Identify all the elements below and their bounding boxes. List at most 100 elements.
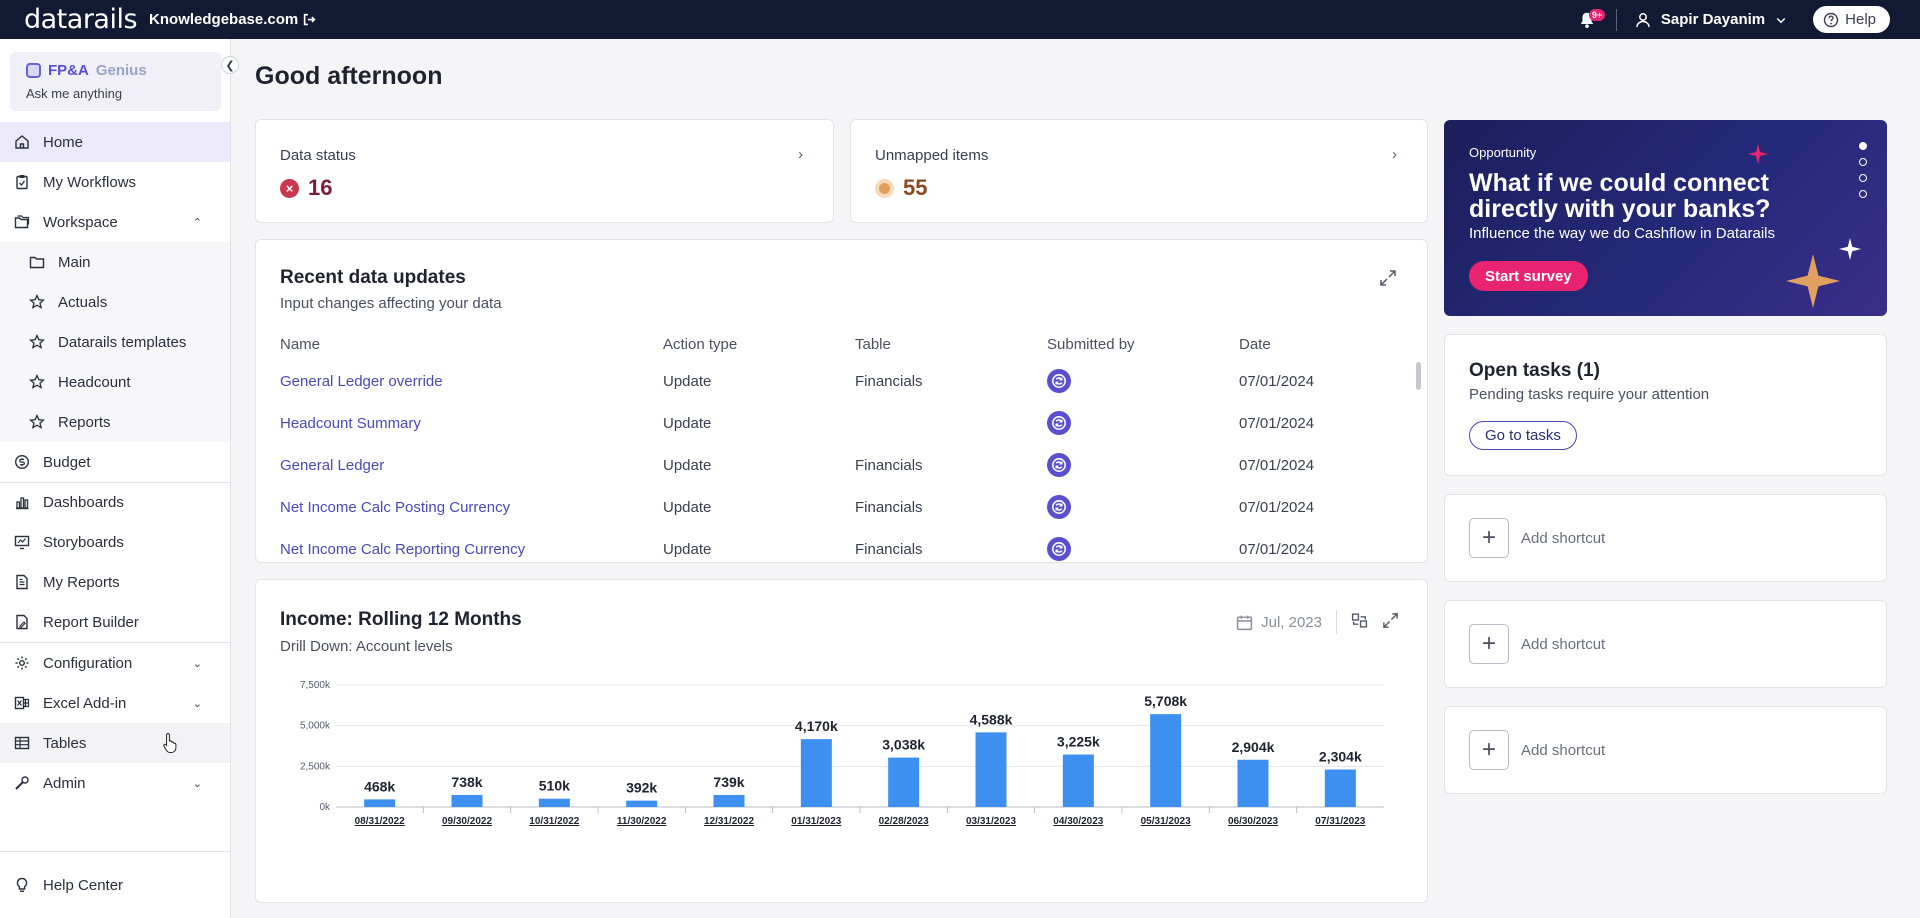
notifications-button[interactable]: 9+: [1578, 8, 1606, 31]
recent-updates-title: Recent data updates: [280, 267, 466, 288]
data-label: 5,708k: [1144, 693, 1187, 709]
sidebar-item-budget[interactable]: Budget: [0, 442, 230, 482]
column-header[interactable]: Action type: [663, 335, 738, 353]
promo-headline: What if we could connect directly with y…: [1469, 169, 1771, 223]
open-tasks-subtitle: Pending tasks require your attention: [1469, 386, 1710, 403]
table-row[interactable]: General Ledger Update Financials 07/01/2024: [280, 444, 1389, 486]
sidebar-item-label: Datarails templates: [58, 333, 187, 351]
sidebar-item-reports[interactable]: Reports: [0, 402, 230, 442]
data-status-card[interactable]: Data status × 16 ›: [255, 119, 834, 223]
carousel-dot[interactable]: [1859, 174, 1867, 182]
add-shortcut-card[interactable]: + Add shortcut: [1444, 494, 1887, 582]
sidebar-item-label: Storyboards: [43, 533, 124, 551]
submitted-by-cell: [1047, 528, 1239, 562]
date-filter[interactable]: Jul, 2023: [1236, 614, 1322, 631]
sidebar-item-admin[interactable]: Admin ⌄: [0, 763, 230, 803]
unmapped-items-card[interactable]: Unmapped items 55 ›: [850, 119, 1428, 223]
x-tick-label: 10/31/2022: [529, 816, 579, 827]
submitted-by-cell: [1047, 360, 1239, 402]
carousel-dot[interactable]: [1859, 190, 1867, 198]
table-row[interactable]: General Ledger override Update Financials 0…: [280, 360, 1389, 402]
chevron-down-icon: [1776, 17, 1786, 23]
sidebar-item-label: Home: [43, 133, 84, 151]
carousel-dot[interactable]: [1859, 158, 1867, 166]
sidebar-item-home[interactable]: Home: [0, 122, 230, 162]
sidebar-item-workspace[interactable]: Workspace ⌃: [0, 202, 230, 242]
divider: [0, 482, 230, 483]
expand-button[interactable]: [1382, 612, 1399, 633]
add-shortcut-card[interactable]: + Add shortcut: [1444, 706, 1887, 794]
table-icon: [13, 734, 31, 752]
sidebar-item-label: Budget: [43, 453, 91, 471]
table-row[interactable]: Net Income Calc Posting Currency Update Fi…: [280, 486, 1389, 528]
carousel-dot[interactable]: [1859, 142, 1867, 150]
sync-icon: [1052, 542, 1066, 556]
table-row[interactable]: Net Income Calc Reporting Currency Update…: [280, 528, 1389, 562]
swap-view-button[interactable]: [1351, 612, 1368, 633]
sidebar-item-label: Report Builder: [43, 613, 139, 631]
sync-icon: [1052, 458, 1066, 472]
sidebar-item-my-workflows[interactable]: My Workflows: [0, 162, 230, 202]
system-user-avatar[interactable]: [1047, 369, 1071, 393]
user-menu[interactable]: Sapir Dayanim: [1635, 11, 1787, 28]
update-name-link[interactable]: Net Income Calc Posting Currency: [280, 498, 511, 516]
table-row[interactable]: Headcount Summary Update 07/01/2024: [280, 402, 1389, 444]
table-cell: [855, 402, 1047, 444]
bar: [975, 732, 1007, 807]
scrollbar[interactable]: [1416, 362, 1421, 390]
system-user-avatar[interactable]: [1047, 411, 1071, 435]
fpa-genius-box[interactable]: FP&A Genius Ask me anything: [10, 52, 221, 111]
expand-button[interactable]: [1379, 269, 1397, 287]
sparkle-icon: [1839, 238, 1861, 260]
sidebar-item-storyboards[interactable]: Storyboards: [0, 522, 230, 562]
sidebar-item-label: My Reports: [43, 573, 120, 591]
add-shortcut-label: Add shortcut: [1521, 529, 1606, 547]
add-shortcut-label: Add shortcut: [1521, 635, 1606, 653]
go-to-tasks-button[interactable]: Go to tasks: [1469, 421, 1577, 450]
sidebar-item-excel-add-in[interactable]: Excel Add-in ⌄: [0, 683, 230, 723]
help-label: Help: [1845, 11, 1876, 28]
expand-icon: [1380, 270, 1396, 286]
column-header[interactable]: Date: [1239, 335, 1271, 353]
datarails-logo[interactable]: datarails: [24, 4, 138, 35]
column-header[interactable]: Table: [855, 335, 891, 353]
system-user-avatar[interactable]: [1047, 453, 1071, 477]
sidebar-item-tables[interactable]: Tables: [0, 723, 230, 763]
x-tick-label: 07/31/2023: [1315, 816, 1365, 827]
recent-updates-subtitle: Input changes affecting your data: [280, 295, 502, 312]
bar: [1062, 754, 1094, 807]
collapse-sidebar-button[interactable]: ❮: [221, 56, 239, 74]
y-tick-label: 2,500k: [300, 761, 331, 772]
column-header[interactable]: Name: [280, 335, 321, 353]
update-name-link[interactable]: General Ledger override: [280, 372, 443, 390]
system-user-avatar[interactable]: [1047, 495, 1071, 519]
sidebar-item-label: Workspace: [43, 213, 118, 231]
start-survey-button[interactable]: Start survey: [1469, 261, 1588, 291]
sidebar-item-help-center[interactable]: Help Center: [0, 865, 230, 905]
org-switcher[interactable]: Knowledgebase.com: [149, 11, 316, 28]
sidebar-item-datarails-templates[interactable]: Datarails templates: [0, 322, 230, 362]
table-cell: Financials: [855, 372, 923, 390]
sidebar-item-headcount[interactable]: Headcount: [0, 362, 230, 402]
sidebar-item-actuals[interactable]: Actuals: [0, 282, 230, 322]
sidebar-item-main[interactable]: Main: [0, 242, 230, 282]
divider: [1336, 610, 1337, 634]
sidebar-item-label: Excel Add-in: [43, 694, 127, 712]
system-user-avatar[interactable]: [1047, 537, 1071, 561]
chevron-down-icon: ⌄: [192, 697, 202, 710]
column-header[interactable]: Submitted by: [1047, 335, 1135, 353]
sidebar-item-dashboards[interactable]: Dashboards: [0, 482, 230, 522]
help-button[interactable]: Help: [1813, 6, 1890, 33]
update-name-link[interactable]: General Ledger: [280, 456, 385, 474]
date-cell: 07/01/2024: [1239, 414, 1315, 432]
data-label: 2,304k: [1319, 749, 1362, 765]
add-shortcut-card[interactable]: + Add shortcut: [1444, 600, 1887, 688]
date-cell: 07/01/2024: [1239, 498, 1315, 516]
update-name-link[interactable]: Headcount Summary: [280, 414, 421, 432]
sidebar-item-my-reports[interactable]: My Reports: [0, 562, 230, 602]
sidebar-item-configuration[interactable]: Configuration ⌄: [0, 643, 230, 683]
update-name-link[interactable]: Net Income Calc Reporting Currency: [280, 540, 526, 558]
error-icon: ×: [280, 178, 299, 198]
sidebar-item-report-builder[interactable]: Report Builder: [0, 602, 230, 642]
data-label: 738k: [451, 774, 482, 790]
